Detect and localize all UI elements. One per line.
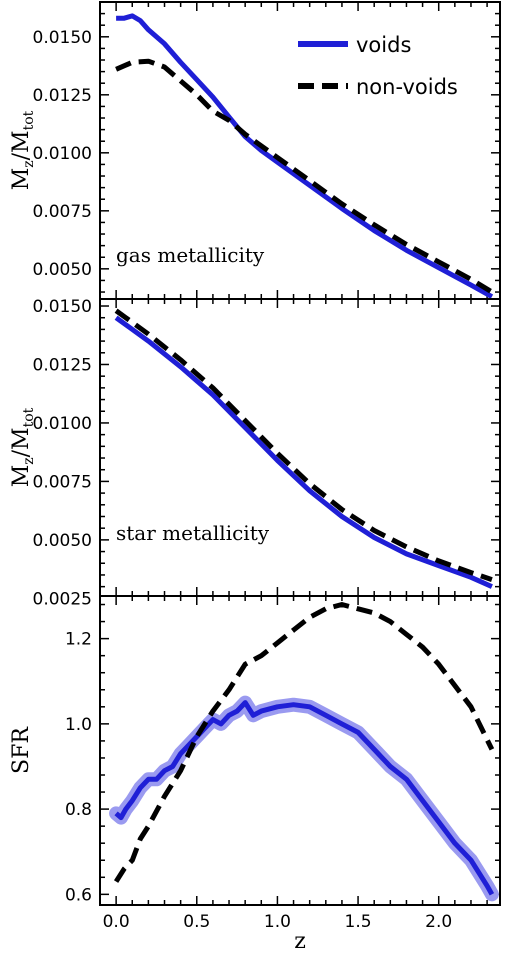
y-tick-label: 0.0125 xyxy=(33,355,92,375)
panel-frame xyxy=(99,595,501,906)
y-tick-label: 0.0050 xyxy=(33,531,92,551)
series-line-voids xyxy=(114,700,495,896)
series-line-nonvoids xyxy=(114,308,493,582)
x-tick-label: 0.0 xyxy=(103,912,130,932)
y-tick-label: 1.0 xyxy=(65,715,92,735)
panel-3: 0.6 0.8 1.0 1.2 0.0 0.5 1.0 1.5 2.0 z SFR xyxy=(9,595,501,954)
legend-label-nonvoids: non-voids xyxy=(356,75,458,99)
x-axis-label: z xyxy=(294,929,306,954)
series-line-nonvoids xyxy=(115,58,494,295)
y-axis-label: Mz/Mtot xyxy=(9,407,37,487)
y-tick-label: 0.0100 xyxy=(33,414,92,434)
panel-annotation: star metallicity xyxy=(116,521,270,545)
series-line-voids xyxy=(114,315,493,589)
x-tick-label: 1.0 xyxy=(264,912,291,932)
x-tick-label: 2.0 xyxy=(425,912,452,932)
y-tick-label: 0.0150 xyxy=(33,297,92,317)
y-tick-label: 0.0100 xyxy=(33,144,92,164)
series-group xyxy=(115,13,494,299)
y-tick-label: 0.0050 xyxy=(33,260,92,280)
series-group xyxy=(114,308,493,589)
y-tick-label: 0.8 xyxy=(65,800,92,820)
y-tick-label: 0.6 xyxy=(65,885,92,905)
y-tick-label: 0.0150 xyxy=(33,28,92,48)
legend-label-voids: voids xyxy=(356,33,411,57)
panel-2: 0.0025 0.0050 0.0075 0.0100 0.0125 0.0150 Mz/M… xyxy=(9,297,501,609)
y-tick-label: 1.2 xyxy=(65,630,92,650)
panel-annotation: gas metallicity xyxy=(116,243,265,267)
x-tick-label: 0.5 xyxy=(183,912,210,932)
legend: voids non-voids xyxy=(298,33,458,99)
y-tick-label: 0.0125 xyxy=(33,86,92,106)
series-group xyxy=(109,602,499,902)
y-tick-label: 0.0075 xyxy=(33,472,92,492)
series-band-voids xyxy=(109,695,499,902)
series-line-nonvoids xyxy=(113,602,495,883)
y-tick-label: 0.0025 xyxy=(33,589,92,609)
x-tick-label: 1.5 xyxy=(345,912,372,932)
y-axis-label: SFR xyxy=(9,726,34,774)
y-axis-label: Mz/Mtot xyxy=(9,110,37,190)
y-tick-label: 0.0075 xyxy=(33,202,92,222)
panel-1: 0.0050 0.0075 0.0100 0.0125 0.0150 Mz/Mtot gas… xyxy=(9,1,501,300)
